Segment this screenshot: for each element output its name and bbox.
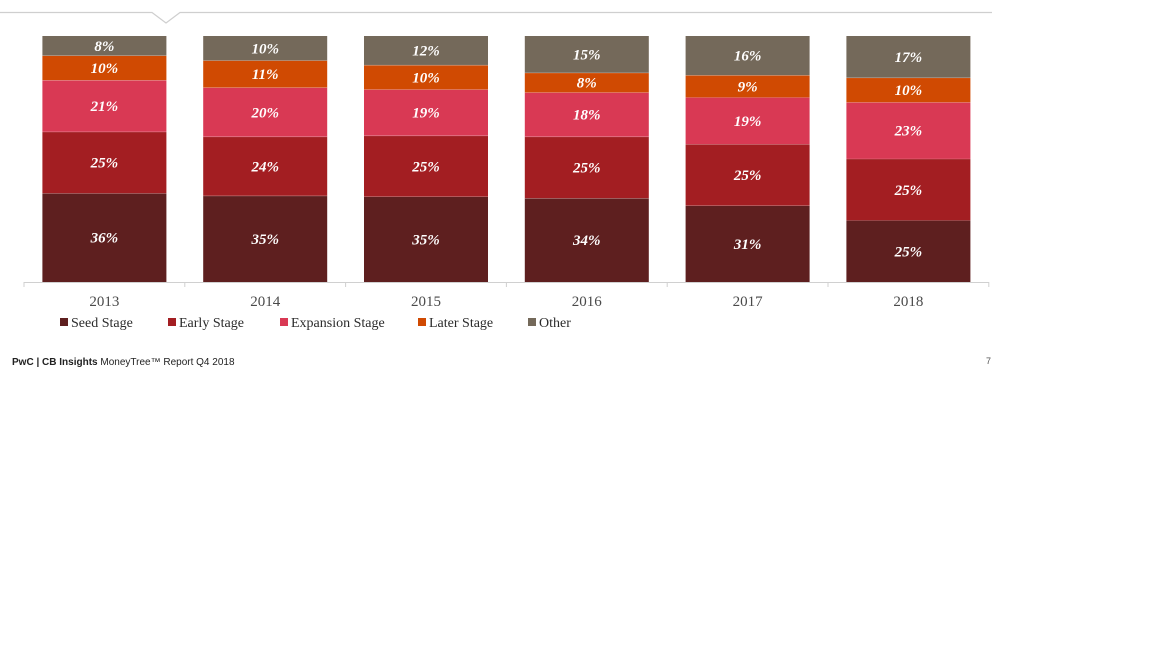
bar-segment-other-2017: [685, 36, 810, 76]
legend-swatch: [418, 318, 426, 326]
legend-label: Early Stage: [179, 316, 244, 331]
data-label: 35%: [411, 232, 440, 248]
legend-label: Later Stage: [429, 316, 494, 331]
data-label: 35%: [250, 232, 279, 248]
bar-segment-seed-stage-2018: [846, 220, 971, 282]
data-label: 10%: [91, 61, 119, 77]
data-label: 25%: [733, 168, 762, 184]
data-label: 24%: [250, 159, 279, 175]
bar-segment-other-2018: [846, 36, 971, 78]
bar-segment-later-stage-2017: [685, 75, 810, 98]
legend-swatch: [60, 318, 68, 326]
bar-segment-early-stage-2015: [364, 135, 488, 197]
footer-report: MoneyTree™ Report Q4 2018: [100, 357, 235, 368]
bar-segment-other-2013: [42, 36, 167, 56]
data-label: 16%: [734, 49, 762, 65]
data-label: 17%: [895, 50, 923, 66]
data-label: 8%: [577, 76, 597, 92]
legend-item: Later Stage: [418, 316, 493, 332]
data-label: 11%: [252, 67, 279, 83]
legend-swatch: [280, 318, 288, 326]
data-label: 21%: [90, 99, 119, 115]
legend-item: Expansion Stage: [280, 316, 385, 332]
bar-segment-other-2014: [203, 36, 328, 61]
data-label: 8%: [94, 39, 114, 55]
legend-item: Seed Stage: [60, 316, 133, 332]
legend-label: Expansion Stage: [291, 316, 385, 331]
page-number: 7: [986, 356, 992, 366]
data-label: 15%: [573, 47, 601, 63]
legend-label: Seed Stage: [71, 316, 133, 331]
legend-swatch: [528, 318, 536, 326]
data-label: 34%: [572, 233, 601, 249]
bar-segment-early-stage-2017: [685, 144, 810, 206]
stacked-bar-chart: 36% 25% 21% 10% 8% 2013 35% 24% 20% 11% 10% 2014 35%…: [23, 36, 990, 310]
x-tick-label: 2017: [733, 294, 764, 310]
bar-segment-early-stage-2013: [42, 131, 167, 194]
bar-segment-expansion-stage-2015: [364, 89, 488, 136]
bar-segment-other-2016: [524, 36, 649, 73]
data-label: 10%: [412, 70, 440, 86]
bar-segment-expansion-stage-2013: [42, 80, 167, 132]
data-label: 25%: [894, 183, 923, 199]
bar-segment-early-stage-2014: [203, 136, 328, 196]
x-tick-label: 2014: [250, 294, 281, 310]
x-tick-label: 2015: [411, 294, 441, 310]
bar-segment-seed-stage-2013: [42, 193, 167, 282]
data-label: 9%: [738, 79, 758, 95]
bar-segment-seed-stage-2015: [364, 196, 488, 282]
bar-segment-seed-stage-2016: [524, 198, 649, 282]
bar-segment-later-stage-2013: [42, 55, 167, 81]
bar-segment-seed-stage-2014: [203, 195, 328, 282]
data-label: 25%: [411, 159, 440, 175]
bar-segment-expansion-stage-2017: [685, 97, 810, 145]
bar-segment-later-stage-2016: [524, 72, 649, 93]
data-label: 12%: [412, 44, 440, 60]
legend-swatch: [168, 318, 176, 326]
bar-segment-other-2015: [364, 36, 488, 66]
x-tick-label: 2018: [893, 294, 923, 310]
data-label: 19%: [734, 114, 762, 130]
footer-brand: PwC | CB Insights: [12, 357, 98, 368]
bar-segment-expansion-stage-2018: [846, 102, 971, 159]
bar-segment-early-stage-2018: [846, 159, 971, 221]
data-label: 25%: [90, 156, 119, 172]
data-label: 23%: [894, 124, 923, 140]
legend-item: Other: [528, 316, 571, 332]
bar-segment-expansion-stage-2016: [524, 92, 649, 137]
data-label: 25%: [572, 161, 601, 177]
x-tick-label: 2013: [89, 294, 119, 310]
data-label: 18%: [573, 108, 601, 124]
data-label: 25%: [894, 244, 923, 260]
bar-segment-seed-stage-2017: [685, 205, 810, 282]
bar-segment-early-stage-2016: [524, 136, 649, 199]
data-label: 10%: [251, 41, 279, 57]
bar-segment-later-stage-2014: [203, 60, 328, 88]
bar-segment-later-stage-2018: [846, 77, 971, 103]
legend-label: Other: [539, 316, 571, 331]
x-tick-label: 2016: [572, 294, 603, 310]
bar-segment-later-stage-2015: [364, 65, 488, 90]
footer: PwC | CB Insights MoneyTree™ Report Q4 2…: [12, 357, 235, 368]
data-label: 20%: [250, 105, 279, 121]
data-label: 19%: [412, 106, 440, 122]
data-label: 31%: [733, 237, 762, 253]
top-rule: [0, 11, 992, 24]
data-label: 10%: [895, 83, 923, 99]
data-label: 36%: [90, 231, 119, 247]
bar-segment-expansion-stage-2014: [203, 87, 328, 137]
legend-item: Early Stage: [168, 316, 244, 332]
